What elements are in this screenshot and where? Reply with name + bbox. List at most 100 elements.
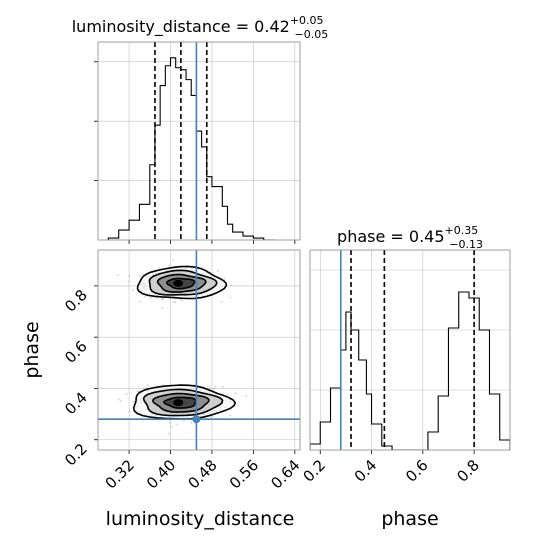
sample-point xyxy=(158,266,161,269)
sample-point xyxy=(149,297,152,300)
sample-point xyxy=(161,306,164,309)
contour-mode-1 xyxy=(136,265,228,300)
histogram-bin xyxy=(165,66,170,240)
density-peak xyxy=(173,399,184,407)
sample-point xyxy=(128,410,131,413)
histogram-bin xyxy=(372,424,382,450)
sample-point xyxy=(170,425,173,428)
x-axis-label-luminosity-distance: luminosity_distance xyxy=(106,508,295,530)
sample-point xyxy=(146,384,149,387)
histogram-bin xyxy=(438,396,448,450)
sample-point xyxy=(131,288,134,291)
sample-point xyxy=(116,274,119,276)
histogram-bin xyxy=(320,422,330,450)
luminosity-distance-title: luminosity_distance = 0.42+0.05 −0.05 xyxy=(72,14,329,41)
density-peak xyxy=(173,279,184,287)
sample-point xyxy=(210,415,213,418)
sample-point xyxy=(182,420,185,422)
sample-point xyxy=(117,398,120,401)
y-tick-label-phase: 0.4 xyxy=(61,389,91,419)
sample-point xyxy=(136,390,139,393)
histogram-bin xyxy=(227,224,232,240)
sample-point xyxy=(234,392,237,395)
histogram-step-line xyxy=(107,57,275,240)
sample-point xyxy=(230,284,233,287)
sample-point xyxy=(193,383,196,386)
histogram-bin xyxy=(139,204,149,240)
tick-marks xyxy=(319,450,475,454)
x-tick-label-luminosity-distance: 0.40 xyxy=(143,456,179,492)
sample-point xyxy=(138,300,141,303)
sample-point xyxy=(190,421,193,424)
sample-point xyxy=(161,297,164,300)
sample-point xyxy=(142,273,145,276)
histogram-bin xyxy=(366,394,371,450)
histogram-bin xyxy=(243,236,253,240)
x-tick-label-phase: 0.4 xyxy=(351,456,381,486)
axes-frame xyxy=(97,41,301,241)
luminosity-distance-histogram-panel: luminosity_distance = 0.42+0.05 −0.05 xyxy=(72,14,329,244)
x-tick-label-phase: 0.8 xyxy=(453,456,483,486)
sample-point xyxy=(143,295,146,298)
sample-point xyxy=(174,301,177,304)
y-tick-label-phase: 0.6 xyxy=(61,337,91,367)
sample-point xyxy=(245,395,248,398)
x-axis-label-phase: phase xyxy=(381,508,438,530)
phase-title: phase = 0.45+0.35 −0.13 xyxy=(337,224,483,251)
histogram-bin xyxy=(233,232,243,240)
sample-point xyxy=(133,400,136,403)
sample-point xyxy=(213,387,215,390)
sample-point xyxy=(223,277,226,280)
histogram-bin xyxy=(331,388,341,450)
phase-vs-luminosity-distance-panel xyxy=(94,249,301,454)
histogram-bin xyxy=(310,444,320,450)
histogram-bin xyxy=(160,86,165,240)
histogram-bin xyxy=(212,187,217,240)
histogram-bin xyxy=(222,206,227,240)
sample-point xyxy=(221,386,224,388)
tick-labels: 0.32 0.40 0.48 0.56 0.640.2 0.4 0.6 0.80.20.40.… xyxy=(61,286,483,492)
sample-point xyxy=(131,400,134,403)
sample-point xyxy=(217,269,219,272)
sample-point xyxy=(229,296,232,299)
sample-point xyxy=(145,386,148,389)
sample-point xyxy=(138,274,141,277)
histogram-bin xyxy=(500,440,510,450)
histogram-bin xyxy=(489,394,499,450)
phase-histogram-panel: phase = 0.45+0.35 −0.13 xyxy=(309,224,511,454)
histogram-plot-area xyxy=(107,42,275,240)
histogram-bin xyxy=(129,220,139,240)
sample-point xyxy=(127,280,130,283)
x-tick-label-phase: 0.2 xyxy=(299,456,329,486)
histogram-bin xyxy=(459,292,469,450)
sample-point xyxy=(125,393,128,396)
sample-point xyxy=(209,386,211,388)
x-tick-label-phase: 0.6 xyxy=(402,456,432,486)
density-plot-area xyxy=(98,250,300,450)
sample-point xyxy=(168,432,170,435)
sample-point xyxy=(161,298,164,301)
sample-point xyxy=(176,423,178,426)
truth-point xyxy=(192,415,201,424)
histogram-bin xyxy=(448,328,458,450)
sample-point xyxy=(119,399,122,402)
axes-frame xyxy=(309,249,511,451)
tick-marks xyxy=(94,285,296,454)
tick-marks xyxy=(94,61,296,244)
grid xyxy=(98,42,300,240)
contour-mode-2 xyxy=(132,384,236,420)
sample-point xyxy=(162,297,165,300)
y-tick-label-phase: 0.8 xyxy=(61,286,91,316)
sample-point xyxy=(214,385,217,388)
sample-point xyxy=(168,264,171,267)
axes-frame xyxy=(97,249,301,451)
x-tick-label-luminosity-distance: 0.56 xyxy=(226,456,262,492)
histogram-bin xyxy=(359,360,367,450)
sample-point xyxy=(220,300,223,303)
sample-point xyxy=(155,297,158,299)
y-axis-label-phase: phase xyxy=(21,321,43,378)
sample-point xyxy=(168,297,171,300)
histogram-bin xyxy=(171,58,176,240)
y-tick-label-phase: 0.2 xyxy=(61,440,91,470)
histogram-bin xyxy=(428,432,438,450)
